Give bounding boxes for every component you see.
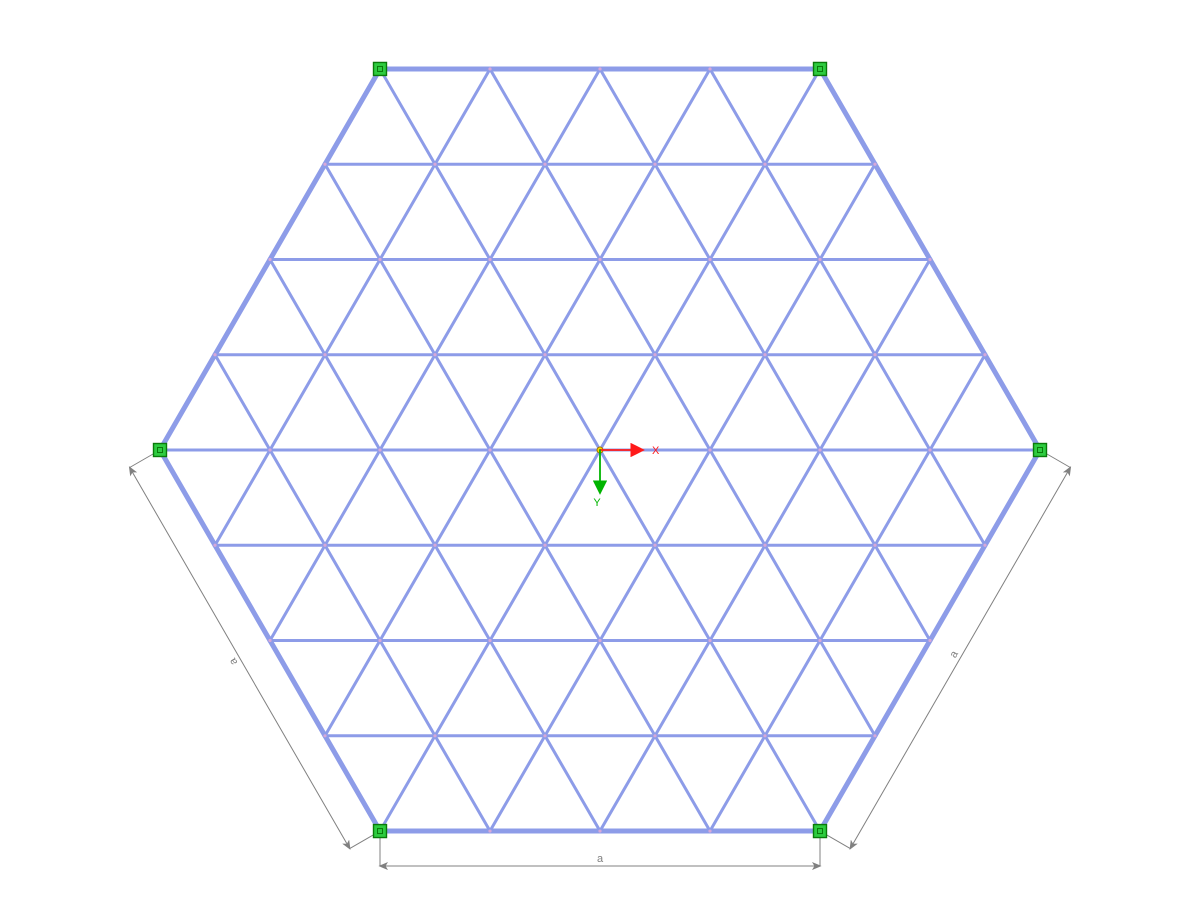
mesh-node bbox=[818, 639, 821, 642]
mesh-node bbox=[543, 163, 546, 166]
mesh-node bbox=[488, 67, 491, 70]
mesh-node bbox=[378, 448, 381, 451]
mesh-node bbox=[818, 258, 821, 261]
support-marker bbox=[814, 62, 827, 75]
y-axis-label: Y bbox=[593, 497, 601, 509]
truss-diagram: aaa XY bbox=[0, 0, 1200, 900]
support-marker bbox=[154, 444, 167, 457]
mesh-node bbox=[708, 829, 711, 832]
mesh-node bbox=[653, 163, 656, 166]
mesh-node bbox=[323, 544, 326, 547]
mesh-node bbox=[268, 258, 271, 261]
mesh-node bbox=[323, 734, 326, 737]
support-marker bbox=[374, 825, 387, 838]
mesh-node bbox=[763, 353, 766, 356]
mesh-node bbox=[213, 544, 216, 547]
mesh-node bbox=[873, 353, 876, 356]
mesh-node bbox=[708, 67, 711, 70]
mesh-node bbox=[323, 163, 326, 166]
mesh-node bbox=[433, 544, 436, 547]
mesh-node bbox=[983, 353, 986, 356]
mesh-node bbox=[488, 258, 491, 261]
mesh-node bbox=[873, 163, 876, 166]
mesh-node bbox=[928, 448, 931, 451]
mesh-node bbox=[488, 829, 491, 832]
support-marker bbox=[1034, 444, 1047, 457]
mesh-node bbox=[928, 639, 931, 642]
mesh-node bbox=[873, 734, 876, 737]
mesh-node bbox=[708, 639, 711, 642]
mesh-node bbox=[268, 448, 271, 451]
mesh-node bbox=[708, 448, 711, 451]
mesh-node bbox=[543, 544, 546, 547]
mesh-node bbox=[598, 639, 601, 642]
mesh-node bbox=[653, 353, 656, 356]
mesh-node bbox=[378, 639, 381, 642]
mesh-node bbox=[488, 639, 491, 642]
mesh-node bbox=[598, 67, 601, 70]
mesh-node bbox=[653, 544, 656, 547]
mesh-node bbox=[433, 353, 436, 356]
mesh-node bbox=[928, 258, 931, 261]
support-marker bbox=[374, 62, 387, 75]
mesh-node bbox=[543, 734, 546, 737]
mesh-node bbox=[268, 639, 271, 642]
mesh-node bbox=[598, 258, 601, 261]
mesh-node bbox=[763, 163, 766, 166]
mesh-node bbox=[818, 448, 821, 451]
mesh-node bbox=[598, 829, 601, 832]
mesh-node bbox=[763, 544, 766, 547]
mesh-node bbox=[488, 448, 491, 451]
mesh-node bbox=[763, 734, 766, 737]
mesh-node bbox=[653, 734, 656, 737]
mesh-node bbox=[873, 544, 876, 547]
mesh-node bbox=[433, 734, 436, 737]
mesh-node bbox=[213, 353, 216, 356]
x-axis-label: X bbox=[652, 445, 660, 457]
mesh-node bbox=[543, 353, 546, 356]
mesh-node bbox=[708, 258, 711, 261]
mesh-node bbox=[378, 258, 381, 261]
mesh-node bbox=[323, 353, 326, 356]
dimension-label: a bbox=[597, 853, 604, 865]
support-marker bbox=[814, 825, 827, 838]
mesh-node bbox=[433, 163, 436, 166]
mesh-node bbox=[983, 544, 986, 547]
